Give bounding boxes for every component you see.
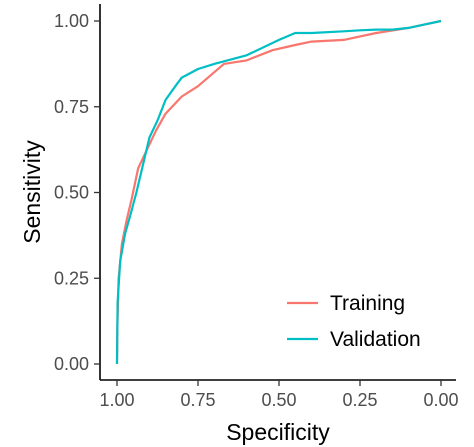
x-tick-label: 1.00 [99,390,134,410]
y-tick-label: 0.25 [54,268,89,288]
x-tick-label: 0.00 [423,390,458,410]
y-ticks: 0.00 0.25 0.50 0.75 1.00 [54,11,100,374]
legend-label-validation: Validation [330,328,421,351]
y-tick-label: 1.00 [54,11,89,31]
x-tick-label: 0.50 [261,390,296,410]
plot-area [115,19,442,365]
y-axis-title: Sensitivity [19,140,45,244]
series-line-validation [115,19,442,365]
x-ticks: 1.00 0.75 0.50 0.25 0.00 [99,380,459,410]
legend-label-training: Training [330,292,405,315]
y-tick-label: 0.50 [54,183,89,203]
x-tick-label: 0.25 [342,390,377,410]
legend: Training Validation [287,292,421,351]
x-tick-label: 0.75 [180,390,215,410]
y-tick-label: 0.75 [54,97,89,117]
series-line-training [115,19,442,365]
y-tick-label: 0.00 [54,354,89,374]
x-axis-title: Specificity [226,419,330,445]
